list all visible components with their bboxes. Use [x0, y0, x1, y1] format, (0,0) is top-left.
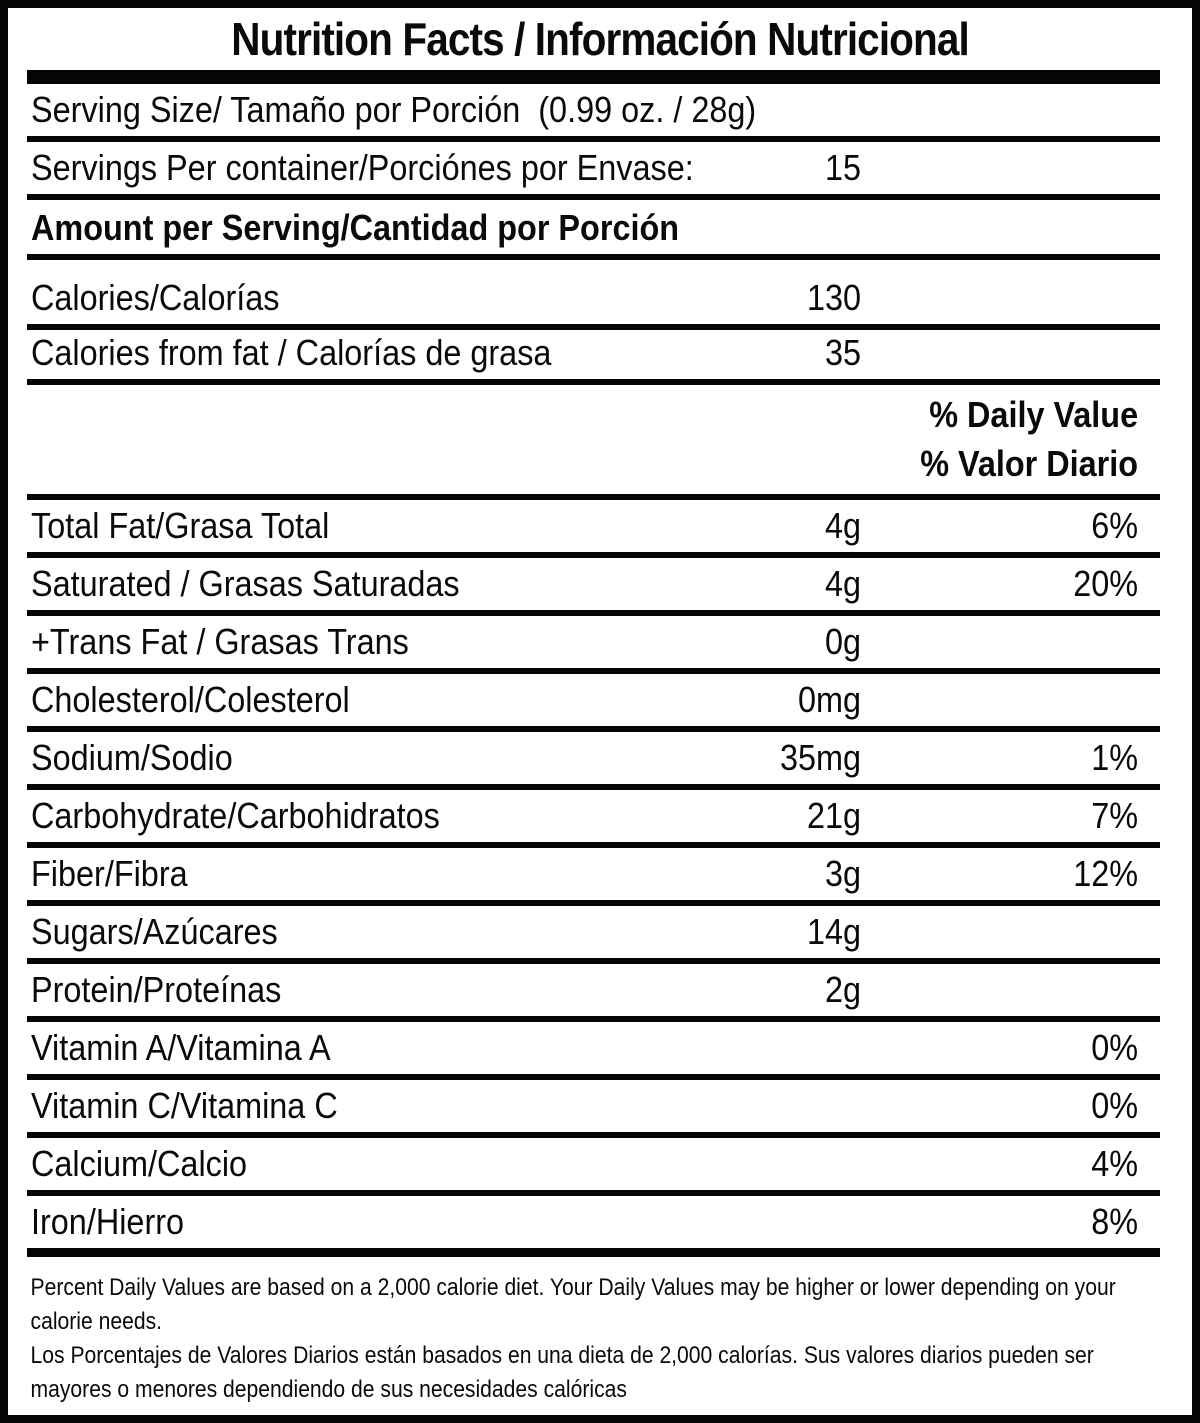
nutrient-dv: 7%	[1091, 795, 1138, 836]
serving-size-label: Serving Size/ Tamaño por Porción	[31, 89, 521, 130]
nutrient-row: Calcium/Calcio 4%	[27, 1138, 1160, 1196]
footnotes: Percent Daily Values are based on a 2,00…	[27, 1271, 1160, 1407]
nutrient-label: Saturated / Grasas Saturadas	[31, 563, 460, 604]
title-box: Nutrition Facts / Información Nutriciona…	[8, 8, 1192, 70]
calories-value: 130	[806, 277, 861, 318]
calories-label: Calories/Calorías	[31, 277, 280, 318]
nutrient-row: Cholesterol/Colesterol 0mg	[27, 674, 1160, 732]
footnote-es: Los Porcentajes de Valores Diarios están…	[30, 1342, 1094, 1403]
nutrient-row: Carbohydrate/Carbohidratos 21g 7%	[27, 790, 1160, 848]
nutrient-dv: 12%	[1073, 853, 1138, 894]
nutrient-label: Cholesterol/Colesterol	[31, 679, 350, 720]
nutrient-amount: 0mg	[797, 679, 861, 720]
nutrient-label: Vitamin A/Vitamina A	[31, 1027, 331, 1068]
nutrient-amount: 14g	[806, 911, 861, 952]
amount-per-serving-row: Amount per Serving/Cantidad por Porción	[27, 200, 1160, 260]
nutrient-label: +Trans Fat / Grasas Trans	[31, 621, 409, 662]
nutrient-label: Total Fat/Grasa Total	[31, 505, 330, 546]
nutrient-row: Vitamin A/Vitamina A 0%	[27, 1022, 1160, 1080]
nutrient-amount: 2g	[824, 969, 861, 1010]
nutrient-label: Carbohydrate/Carbohidratos	[31, 795, 440, 836]
nutrient-row: Protein/Proteínas 2g	[27, 964, 1160, 1022]
nutrient-amount: 21g	[806, 795, 861, 836]
nutrient-amount: 3g	[824, 853, 861, 894]
nutrient-amount: 35mg	[779, 737, 861, 778]
servings-per-container-value: 15	[824, 147, 861, 188]
nutrient-amount: 4g	[824, 563, 861, 604]
nutrient-row: +Trans Fat / Grasas Trans 0g	[27, 616, 1160, 674]
nutrient-amount: 4g	[824, 505, 861, 546]
daily-value-header-en: % Daily Value	[929, 394, 1138, 436]
title-divider-bar	[27, 70, 1160, 84]
servings-per-container-row: Servings Per container/Porciónes por Env…	[27, 142, 1160, 200]
nutrient-row: Saturated / Grasas Saturadas 4g 20%	[27, 558, 1160, 616]
nutrient-row: Sugars/Azúcares 14g	[27, 906, 1160, 964]
nutrient-row: Total Fat/Grasa Total 4g 6%	[27, 500, 1160, 558]
amount-per-serving-label: Amount per Serving/Cantidad por Porción	[31, 207, 680, 248]
nutrient-row: Vitamin C/Vitamina C 0%	[27, 1080, 1160, 1138]
nutrient-dv: 0%	[1091, 1085, 1138, 1126]
nutrient-dv: 6%	[1091, 505, 1138, 546]
nutrient-label: Vitamin C/Vitamina C	[31, 1085, 338, 1126]
nutrient-label: Fiber/Fibra	[31, 853, 188, 894]
calories-from-fat-label: Calories from fat / Calorías de grasa	[31, 332, 552, 373]
serving-size-row: Serving Size/ Tamaño por Porción (0.99 oz…	[27, 84, 1160, 142]
nutrient-dv: 20%	[1073, 563, 1138, 604]
nutrient-row: Iron/Hierro 8%	[27, 1196, 1160, 1257]
nutrient-dv: 0%	[1091, 1027, 1138, 1068]
calories-from-fat-value: 35	[824, 332, 861, 373]
nutrient-dv: 1%	[1091, 737, 1138, 778]
nutrient-dv: 8%	[1091, 1201, 1138, 1242]
servings-per-container-label: Servings Per container/Porciónes por Env…	[31, 147, 694, 188]
calories-from-fat-row: Calories from fat / Calorías de grasa 35	[27, 330, 1160, 385]
nutrient-label: Iron/Hierro	[31, 1201, 185, 1242]
nutrient-label: Protein/Proteínas	[31, 969, 282, 1010]
nutrient-row: Fiber/Fibra 3g 12%	[27, 848, 1160, 906]
calories-row: Calories/Calorías 130	[27, 260, 1160, 330]
nutrient-label: Calcium/Calcio	[31, 1143, 248, 1184]
label-title: Nutrition Facts / Información Nutriciona…	[231, 13, 969, 65]
nutrient-dv: 4%	[1091, 1143, 1138, 1184]
footnote-en: Percent Daily Values are based on a 2,00…	[30, 1274, 1116, 1335]
daily-value-header-es: % Valor Diario	[920, 442, 1138, 484]
daily-value-header-block: % Daily Value % Valor Diario	[27, 385, 1160, 500]
nutrient-label: Sodium/Sodio	[31, 737, 233, 778]
nutrient-row: Sodium/Sodio 35mg 1%	[27, 732, 1160, 790]
nutrient-rows: Total Fat/Grasa Total 4g 6% Saturated / …	[8, 500, 1192, 1257]
serving-size-value: (0.99 oz. / 28g)	[538, 89, 757, 130]
nutrient-label: Sugars/Azúcares	[31, 911, 278, 952]
nutrient-amount: 0g	[824, 621, 861, 662]
serving-size-text: Serving Size/ Tamaño por Porción (0.99 oz…	[31, 92, 756, 128]
